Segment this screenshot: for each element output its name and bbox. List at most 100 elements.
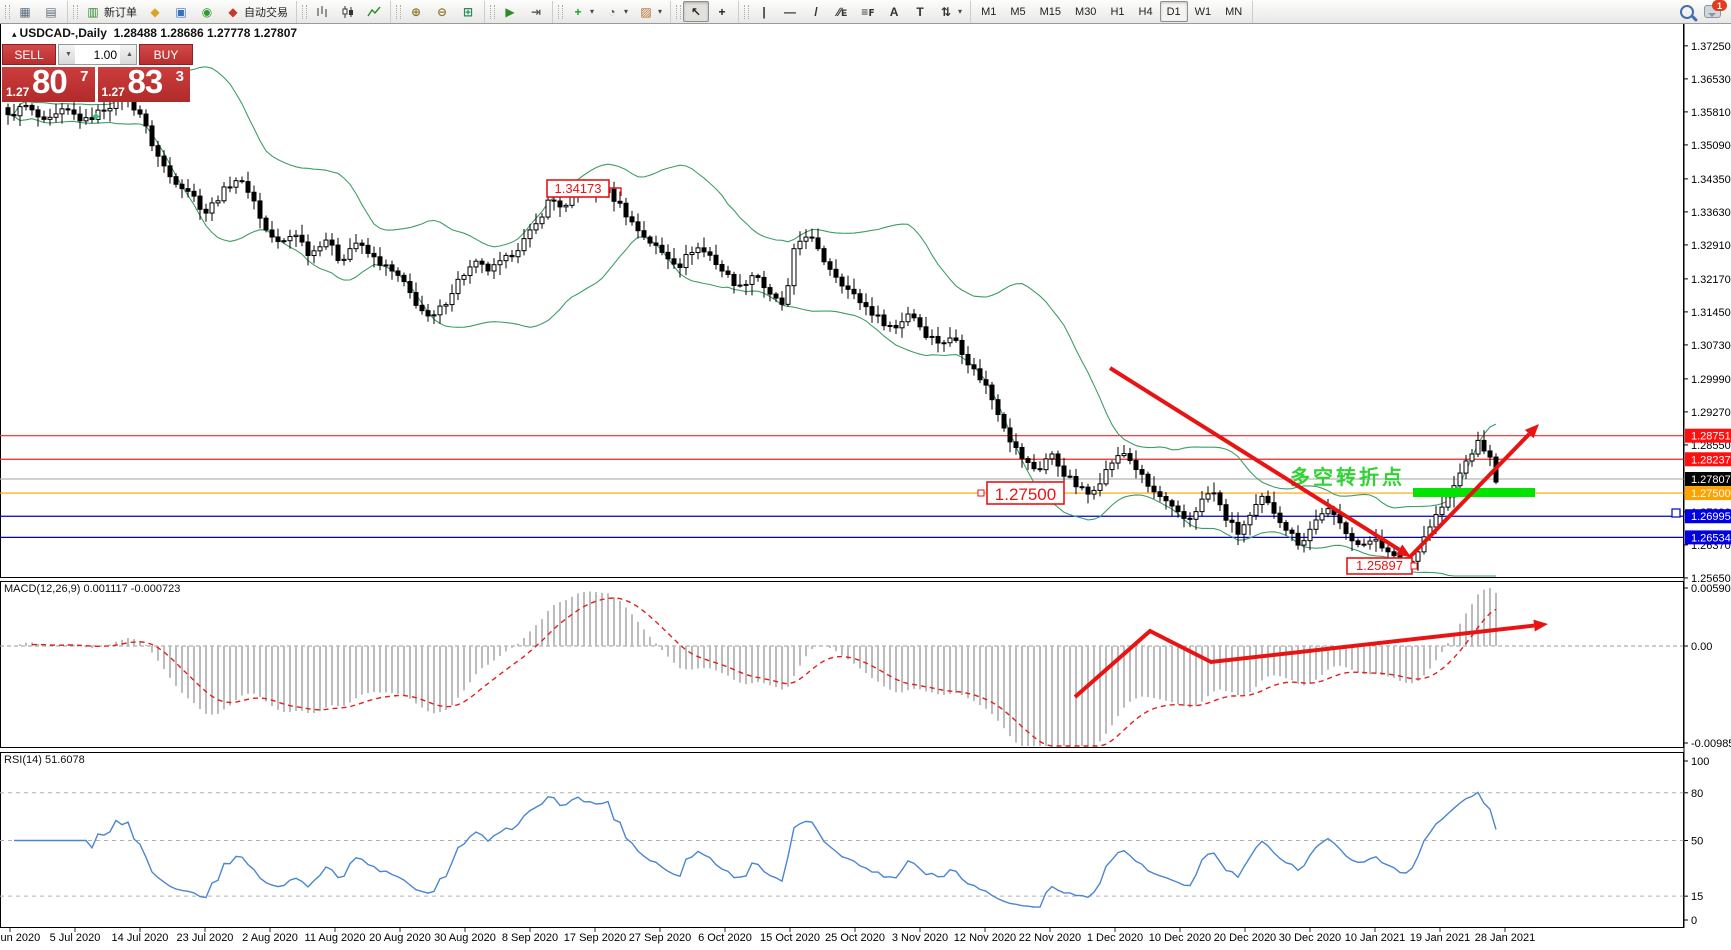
zoom-out-button[interactable]: ⊖ xyxy=(429,1,455,22)
arrows-button[interactable]: ⇅ ▾ xyxy=(933,1,967,22)
candle-body xyxy=(461,275,467,280)
market-button[interactable]: ▣ xyxy=(168,1,194,22)
candle-body xyxy=(1001,414,1007,429)
zoom-in-button[interactable]: ⊕ xyxy=(403,1,429,22)
cursor-button[interactable]: ↖ xyxy=(683,1,710,22)
notification-badge: 1 xyxy=(1712,0,1727,11)
timeframe-button-m1[interactable]: M1 xyxy=(981,5,997,18)
templates-dropdown-icon[interactable]: ▾ xyxy=(658,7,663,16)
candle-body xyxy=(1415,551,1421,562)
candle-body xyxy=(629,216,635,223)
search-icon[interactable] xyxy=(1680,4,1694,19)
indicators-button[interactable]: + ▾ xyxy=(565,1,599,22)
candle-body xyxy=(305,241,311,257)
crosshair-button[interactable]: + xyxy=(709,1,735,22)
indicators-dropdown-icon[interactable]: ▾ xyxy=(590,7,595,16)
new-chart-button[interactable]: ▦ xyxy=(12,1,38,22)
templates-button[interactable]: ▨ ▾ xyxy=(633,1,667,22)
text-button[interactable]: A xyxy=(881,1,907,22)
sell-price-tile[interactable]: 1.27 80 7 xyxy=(2,63,95,102)
autotrading-button[interactable]: ◆ 自动交易 xyxy=(220,1,293,22)
candle-body xyxy=(485,263,491,272)
candle-body xyxy=(1445,496,1451,508)
line-chart-button[interactable] xyxy=(361,1,387,22)
volume-up-button[interactable]: ▲ xyxy=(120,45,136,64)
candlestick-chart-button[interactable] xyxy=(335,1,361,22)
toolbar-grip xyxy=(396,4,401,19)
candle-body xyxy=(1301,540,1307,546)
vertical-line-button[interactable]: | xyxy=(751,1,777,22)
text-label-button[interactable]: T xyxy=(907,1,933,22)
date-label: 30 Dec 2020 xyxy=(1279,932,1341,944)
arrows-dropdown-icon[interactable]: ▾ xyxy=(958,7,963,16)
timeframe-button-m15[interactable]: M15 xyxy=(1039,5,1062,18)
sell-button[interactable]: SELL xyxy=(2,44,56,65)
volume-stepper[interactable]: ▼ ▲ xyxy=(58,44,137,65)
auto-scroll-button[interactable]: ▶ xyxy=(497,1,523,22)
candle-body xyxy=(1283,522,1289,531)
candle-body xyxy=(797,240,803,250)
candle-body xyxy=(833,268,839,278)
hline-drag-handle[interactable] xyxy=(1671,508,1681,518)
candle-body xyxy=(77,113,83,122)
buy-button[interactable]: BUY xyxy=(139,44,193,65)
chat-icon[interactable]: 1 xyxy=(1704,0,1727,18)
periods-button[interactable]: ◔ ▾ xyxy=(599,1,633,22)
periods-dropdown-icon[interactable]: ▾ xyxy=(624,7,629,16)
timeframe-button-m5[interactable]: M5 xyxy=(1010,5,1026,18)
volume-down-button[interactable]: ▼ xyxy=(59,45,75,64)
chart-shift-button[interactable]: ⇥ xyxy=(523,1,549,22)
candle-body xyxy=(899,321,905,329)
candle-body xyxy=(263,217,269,231)
tile-windows-button[interactable]: ⊞ xyxy=(455,1,481,22)
candle-body xyxy=(1007,427,1013,443)
timeframe-button-h1[interactable]: H1 xyxy=(1110,5,1125,18)
candle-body xyxy=(233,180,239,188)
metaeditor-button[interactable]: ◆ xyxy=(142,1,168,22)
bar-chart-button[interactable] xyxy=(309,1,335,22)
candle-body xyxy=(743,283,749,286)
macd-signal-value: -0.000723 xyxy=(130,583,181,595)
new-order-button[interactable]: ▥ 新订单 xyxy=(80,1,142,22)
equidistant-channel-button[interactable]: ∕∕ᴇ xyxy=(829,1,855,22)
one-click-trading-panel[interactable]: SELL ▼ ▲ BUY 1.27 80 7 1.27 83 3 xyxy=(2,44,193,121)
candle-body xyxy=(653,242,659,246)
candle-body xyxy=(209,202,215,214)
fibonacci-button[interactable]: ≡ꜰ xyxy=(855,1,881,22)
timeframe-button-d1[interactable]: D1 xyxy=(1159,1,1188,22)
date-label: 30 Aug 2020 xyxy=(434,932,496,944)
price-axis-label: 1.34350 xyxy=(1691,174,1731,186)
macd-trend-arrow[interactable] xyxy=(1073,623,1535,699)
buy-price-prefix: 1.27 xyxy=(101,85,125,99)
candle-body xyxy=(893,324,899,329)
candle-body xyxy=(1211,492,1217,495)
timeframe-button-mn[interactable]: MN xyxy=(1225,5,1243,18)
horizontal-line-button[interactable]: — xyxy=(777,1,803,22)
trendline-button[interactable]: / xyxy=(803,1,829,22)
timeframe-button-w1[interactable]: W1 xyxy=(1194,5,1212,18)
price-axis-label: 1.37250 xyxy=(1691,41,1731,53)
candle-body xyxy=(101,109,107,112)
trend-arrow-up[interactable] xyxy=(1404,432,1531,563)
candle-body xyxy=(215,200,221,204)
timeframe-button-m30[interactable]: M30 xyxy=(1075,5,1097,18)
macd-axis-label: 0.00 xyxy=(1691,641,1712,653)
date-label: 2 Aug 2020 xyxy=(242,932,298,944)
turning-point-annotation[interactable]: 多空转折点 xyxy=(1290,465,1405,489)
signals-button[interactable]: ◉ xyxy=(194,1,220,22)
timeframe-button-h4[interactable]: H4 xyxy=(1138,5,1153,18)
candle-body xyxy=(839,276,845,287)
profiles-button[interactable]: ▤ xyxy=(38,1,64,22)
candle-body xyxy=(377,256,383,266)
candle-body xyxy=(881,314,887,327)
buy-price-tile[interactable]: 1.27 83 3 xyxy=(97,63,190,102)
candle-body xyxy=(1295,532,1301,546)
support-price-label-box[interactable] xyxy=(986,481,1065,505)
candle-body xyxy=(971,364,977,370)
candle-body xyxy=(1361,543,1367,546)
candle-body xyxy=(1085,486,1091,495)
volume-input[interactable] xyxy=(75,45,120,64)
trend-arrow-down[interactable] xyxy=(1108,366,1401,552)
